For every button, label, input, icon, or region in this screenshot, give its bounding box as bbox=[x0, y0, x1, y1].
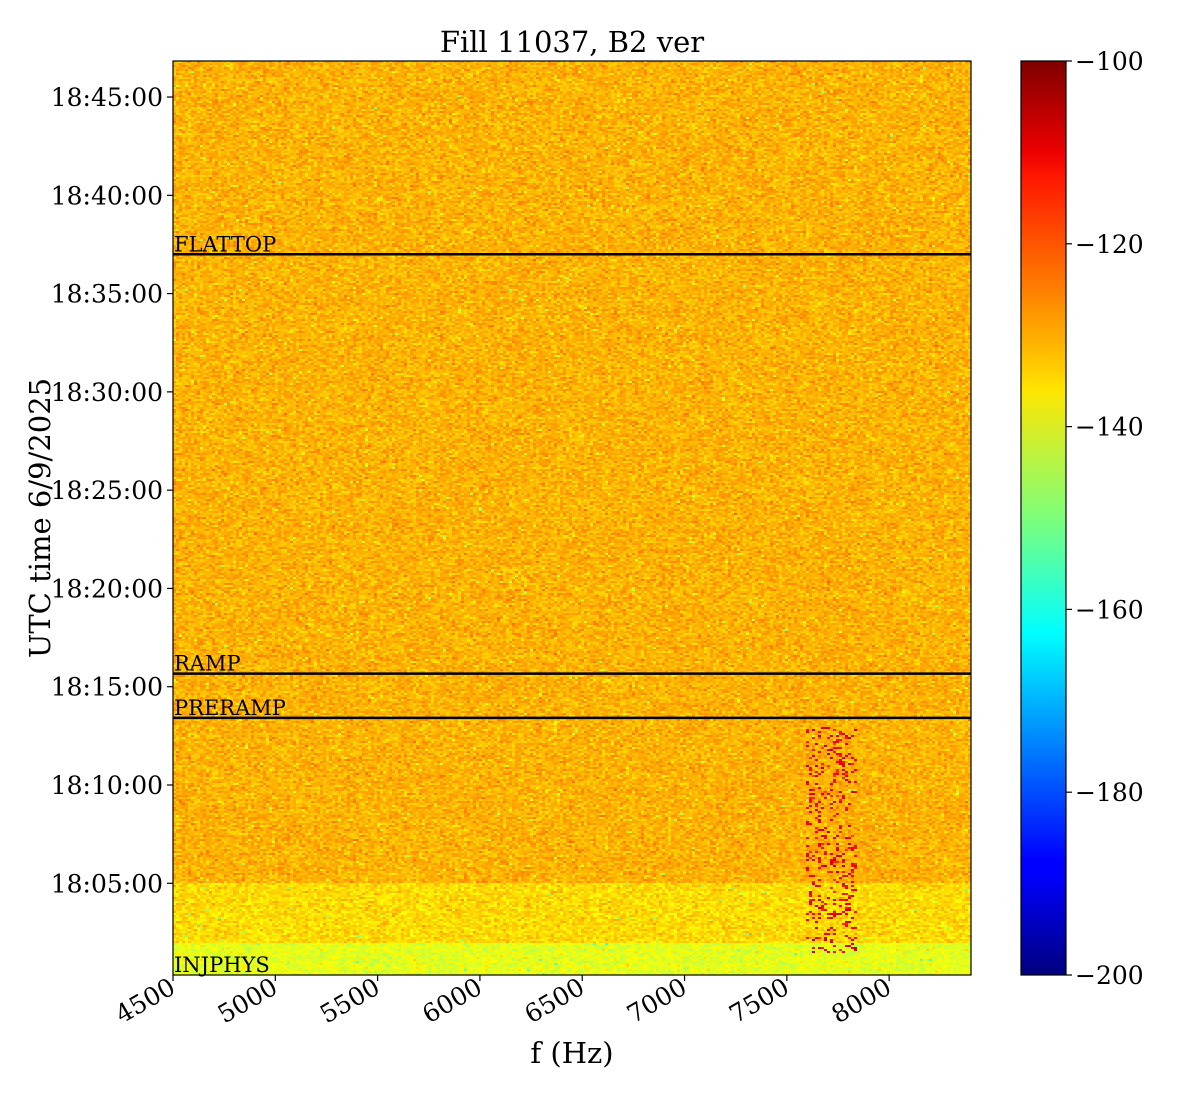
x-tick-label: 6500 bbox=[520, 972, 590, 1029]
y-tick-label: 18:20:00 bbox=[51, 574, 163, 603]
x-tick-label: 7500 bbox=[724, 972, 794, 1029]
y-tick-label: 18:40:00 bbox=[51, 181, 163, 210]
phase-label-injphys: INJPHYS bbox=[174, 953, 270, 977]
colorbar-tick-label: −120 bbox=[1075, 230, 1144, 259]
plot-frame bbox=[172, 60, 972, 976]
colorbar-tick-label: −160 bbox=[1075, 595, 1144, 624]
x-tick-label: 8000 bbox=[827, 972, 897, 1029]
colorbar-tick-label: −140 bbox=[1075, 413, 1144, 442]
x-tick-label: 4500 bbox=[110, 972, 180, 1029]
colorbar-ticks: −100 −120 −140 −160 −180 −200 bbox=[1066, 47, 1144, 990]
colorbar-gradient bbox=[1020, 60, 1067, 976]
y-tick-label: 18:15:00 bbox=[51, 673, 163, 702]
phase-label-ramp: RAMP bbox=[174, 652, 241, 676]
x-axis-label: f (Hz) bbox=[530, 1036, 613, 1070]
colorbar-tick-label: −200 bbox=[1075, 961, 1144, 990]
phase-label-flattop: FLATTOP bbox=[174, 232, 276, 256]
phase-label-preramp: PRERAMP bbox=[174, 696, 286, 720]
phase-marker-lines: FLATTOP RAMP PRERAMP INJPHYS bbox=[173, 232, 971, 977]
y-tick-label: 18:05:00 bbox=[51, 869, 163, 898]
y-tick-label: 18:45:00 bbox=[51, 83, 163, 112]
spectrogram-heatmap bbox=[173, 61, 971, 975]
colorbar: −100 −120 −140 −160 −180 −200 bbox=[1020, 47, 1144, 990]
chart-title: Fill 11037, B2 ver bbox=[440, 25, 704, 59]
y-axis-ticks: 18:05:00 18:10:00 18:15:00 18:20:00 18:25:00… bbox=[51, 83, 173, 898]
x-tick-label: 7000 bbox=[622, 972, 692, 1029]
colorbar-tick-label: −100 bbox=[1075, 47, 1144, 76]
colorbar-tick-label: −180 bbox=[1075, 778, 1144, 807]
spectrogram-plot-area: FLATTOP RAMP PRERAMP INJPHYS bbox=[172, 60, 972, 977]
x-tick-label: 6000 bbox=[417, 972, 487, 1029]
y-tick-label: 18:10:00 bbox=[51, 771, 163, 800]
x-tick-label: 5000 bbox=[213, 972, 283, 1029]
y-tick-label: 18:35:00 bbox=[51, 280, 163, 309]
x-axis-ticks: 4500 5000 5500 6000 6500 7000 7500 8000 bbox=[110, 972, 896, 1029]
y-axis-label: UTC time 6/9/2025 bbox=[23, 378, 57, 658]
y-tick-label: 18:25:00 bbox=[51, 476, 163, 505]
y-tick-label: 18:30:00 bbox=[51, 378, 163, 407]
x-tick-label: 5500 bbox=[315, 972, 385, 1029]
